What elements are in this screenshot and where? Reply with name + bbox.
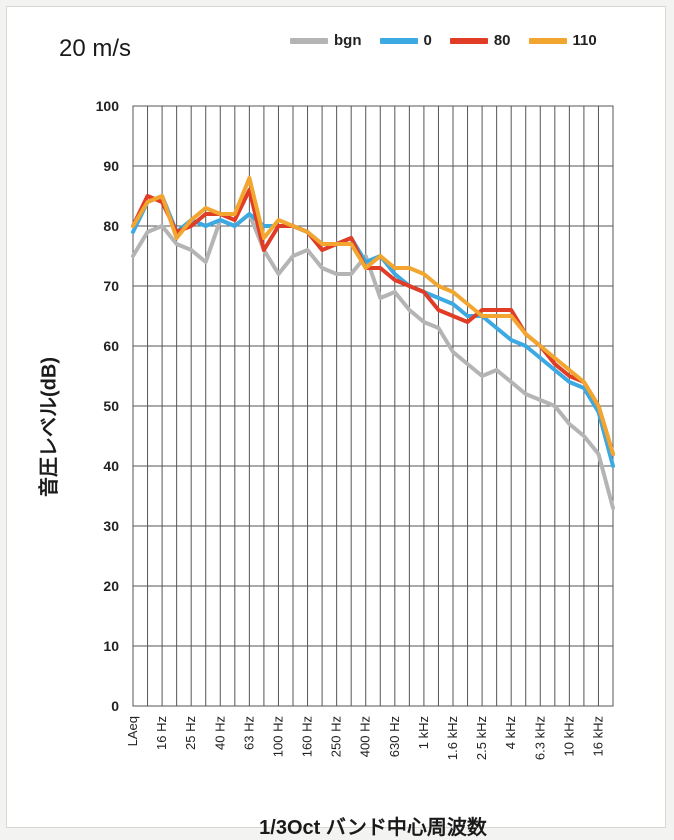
legend-item-110: 110 xyxy=(528,32,597,49)
x-tick-label-10: 100 Hz xyxy=(270,716,285,757)
x-tick-label-6: 40 Hz xyxy=(212,716,227,750)
series-lines xyxy=(131,176,615,510)
x-tick-label-18: 630 Hz xyxy=(387,716,402,757)
y-axis-title: 音圧レベル(dB) xyxy=(38,357,61,497)
legend-item-bgn: bgn xyxy=(290,32,362,49)
y-tick-label-40: 40 xyxy=(103,458,119,474)
legend-swatch-110 xyxy=(528,37,567,44)
x-tick-label-4: 25 Hz xyxy=(183,716,198,750)
x-tick-labels: LAeq 16 Hz 25 Hz 40 Hz 63 Hz 100 Hz 160 Hz 250 … xyxy=(125,716,605,760)
series-line-0 xyxy=(131,194,615,468)
x-axis-title: 1/3Oct バンド中心周波数 xyxy=(259,817,487,839)
legend-label-110: 110 xyxy=(572,32,597,49)
legend: bgn 0 80 110 xyxy=(290,32,615,49)
y-tick-label-10: 10 xyxy=(103,638,119,654)
x-tick-label-30: 10 kHz xyxy=(561,716,576,756)
legend-item-80: 80 xyxy=(449,32,511,49)
x-tick-label-2: 16 Hz xyxy=(154,716,169,750)
x-tick-label-0: LAeq xyxy=(125,716,140,746)
x-tick-label-20: 1 kHz xyxy=(416,716,431,749)
legend-label-bgn: bgn xyxy=(334,32,362,49)
y-tick-labels: 0 10 20 30 40 50 60 70 80 90 100 xyxy=(96,98,120,714)
y-tick-label-90: 90 xyxy=(103,158,119,174)
legend-swatch-0 xyxy=(379,37,418,44)
y-tick-label-0: 0 xyxy=(111,698,119,714)
chart-frame: 0 10 20 30 40 50 60 70 80 90 100 LAeq 16 Hz 25 Hz 40 … xyxy=(6,6,666,839)
y-tick-label-20: 20 xyxy=(103,578,119,594)
x-tick-label-32: 16 kHz xyxy=(590,716,605,756)
legend-swatch-bgn xyxy=(290,37,328,44)
legend-swatch-80 xyxy=(449,37,488,44)
series-line-bgn xyxy=(131,212,615,510)
x-tick-label-8: 63 Hz xyxy=(241,716,256,750)
y-tick-label-30: 30 xyxy=(103,518,119,534)
chart-plot: 0 10 20 30 40 50 60 70 80 90 100 LAeq 16 Hz 25 Hz 40 … xyxy=(96,98,615,760)
x-tick-label-16: 400 Hz xyxy=(358,716,373,757)
legend-label-0: 0 xyxy=(423,32,432,49)
x-tick-label-12: 160 Hz xyxy=(300,716,315,757)
y-tick-label-100: 100 xyxy=(96,98,120,114)
legend-item-0: 0 xyxy=(379,32,432,49)
x-tick-label-14: 250 Hz xyxy=(329,716,344,757)
series-line-110 xyxy=(131,176,615,456)
y-gridlines xyxy=(133,105,613,707)
y-tick-label-80: 80 xyxy=(103,218,119,234)
y-tick-label-70: 70 xyxy=(103,278,119,294)
x-tick-label-26: 4 kHz xyxy=(503,716,518,749)
x-tick-label-22: 1.6 kHz xyxy=(445,716,460,760)
chart-title: 20 m/s xyxy=(59,35,132,62)
y-tick-label-50: 50 xyxy=(103,398,119,414)
legend-label-80: 80 xyxy=(493,32,511,49)
x-tick-label-24: 2.5 kHz xyxy=(474,716,489,760)
x-tick-label-28: 6.3 kHz xyxy=(532,716,547,760)
y-tick-label-60: 60 xyxy=(103,338,119,354)
